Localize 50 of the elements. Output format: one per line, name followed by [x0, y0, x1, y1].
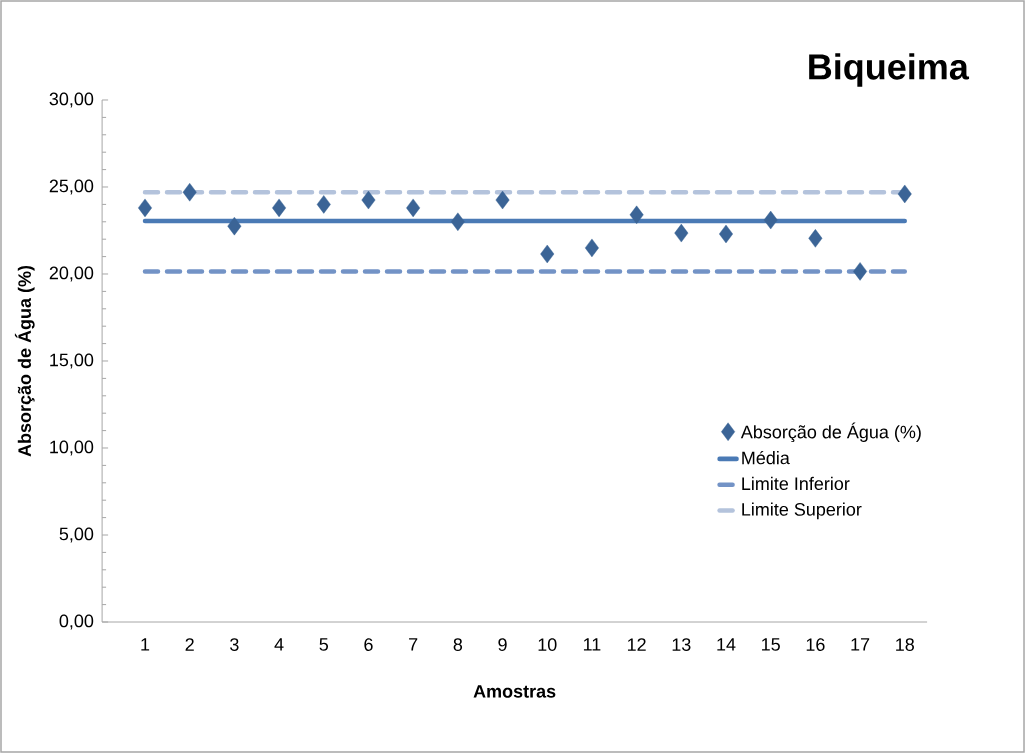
x-tick-label: 8 — [453, 638, 463, 651]
y-tick-label: 15,00 — [50, 353, 94, 369]
point — [540, 244, 555, 264]
point — [495, 190, 510, 210]
x-tick-label: 11 — [583, 638, 601, 651]
x-tick-label: 18 — [896, 638, 914, 651]
y-tick-label: 20,00 — [49, 266, 94, 282]
x-tick-label: 14 — [717, 638, 736, 651]
point — [138, 198, 152, 218]
x-tick-label: 13 — [672, 638, 691, 651]
legend-label: Absorção de Água (%) — [740, 422, 921, 443]
x-tick-label: 12 — [627, 638, 646, 651]
legend-label: Limite Inferior — [742, 476, 850, 491]
x-tick-label: 3 — [230, 638, 239, 651]
x-tick-label: 15 — [762, 638, 780, 651]
point — [450, 212, 465, 231]
x-axis-title: Amostras — [473, 685, 556, 698]
x-tick-label: 5 — [319, 638, 329, 651]
x-tick-label: 2 — [185, 638, 194, 651]
point — [853, 262, 868, 281]
point — [763, 210, 778, 230]
point — [719, 224, 733, 244]
x-tick-label: 4 — [274, 638, 284, 651]
x-tick-label: 1 — [141, 638, 150, 651]
point — [182, 183, 197, 202]
y-axis-title: Absorção de Água (%) — [14, 265, 35, 457]
point — [808, 229, 823, 248]
x-tick-label: 10 — [538, 638, 557, 651]
legend-label: Média — [742, 450, 790, 465]
y-tick-label: 30,00 — [49, 92, 94, 108]
point — [406, 198, 421, 218]
y-tick-label: 0,00 — [59, 614, 94, 630]
point — [272, 198, 287, 218]
chart-title: Biqueima — [809, 53, 970, 87]
x-tick-label: 17 — [851, 638, 870, 651]
y-tick-label: 25,00 — [49, 179, 94, 195]
y-tick-label: 10,00 — [50, 440, 94, 456]
x-tick-label: 7 — [409, 638, 418, 651]
point — [897, 184, 912, 204]
x-tick-label: 9 — [498, 638, 507, 651]
x-tick-label: 6 — [364, 638, 373, 651]
point — [584, 238, 599, 258]
point — [361, 190, 376, 210]
legend-label: Limite Superior — [742, 502, 862, 520]
x-tick-label: 16 — [806, 638, 825, 651]
point — [227, 216, 242, 236]
y-tick-label: 5,00 — [59, 527, 94, 543]
point — [629, 205, 644, 225]
point — [674, 223, 689, 243]
point — [316, 195, 331, 214]
